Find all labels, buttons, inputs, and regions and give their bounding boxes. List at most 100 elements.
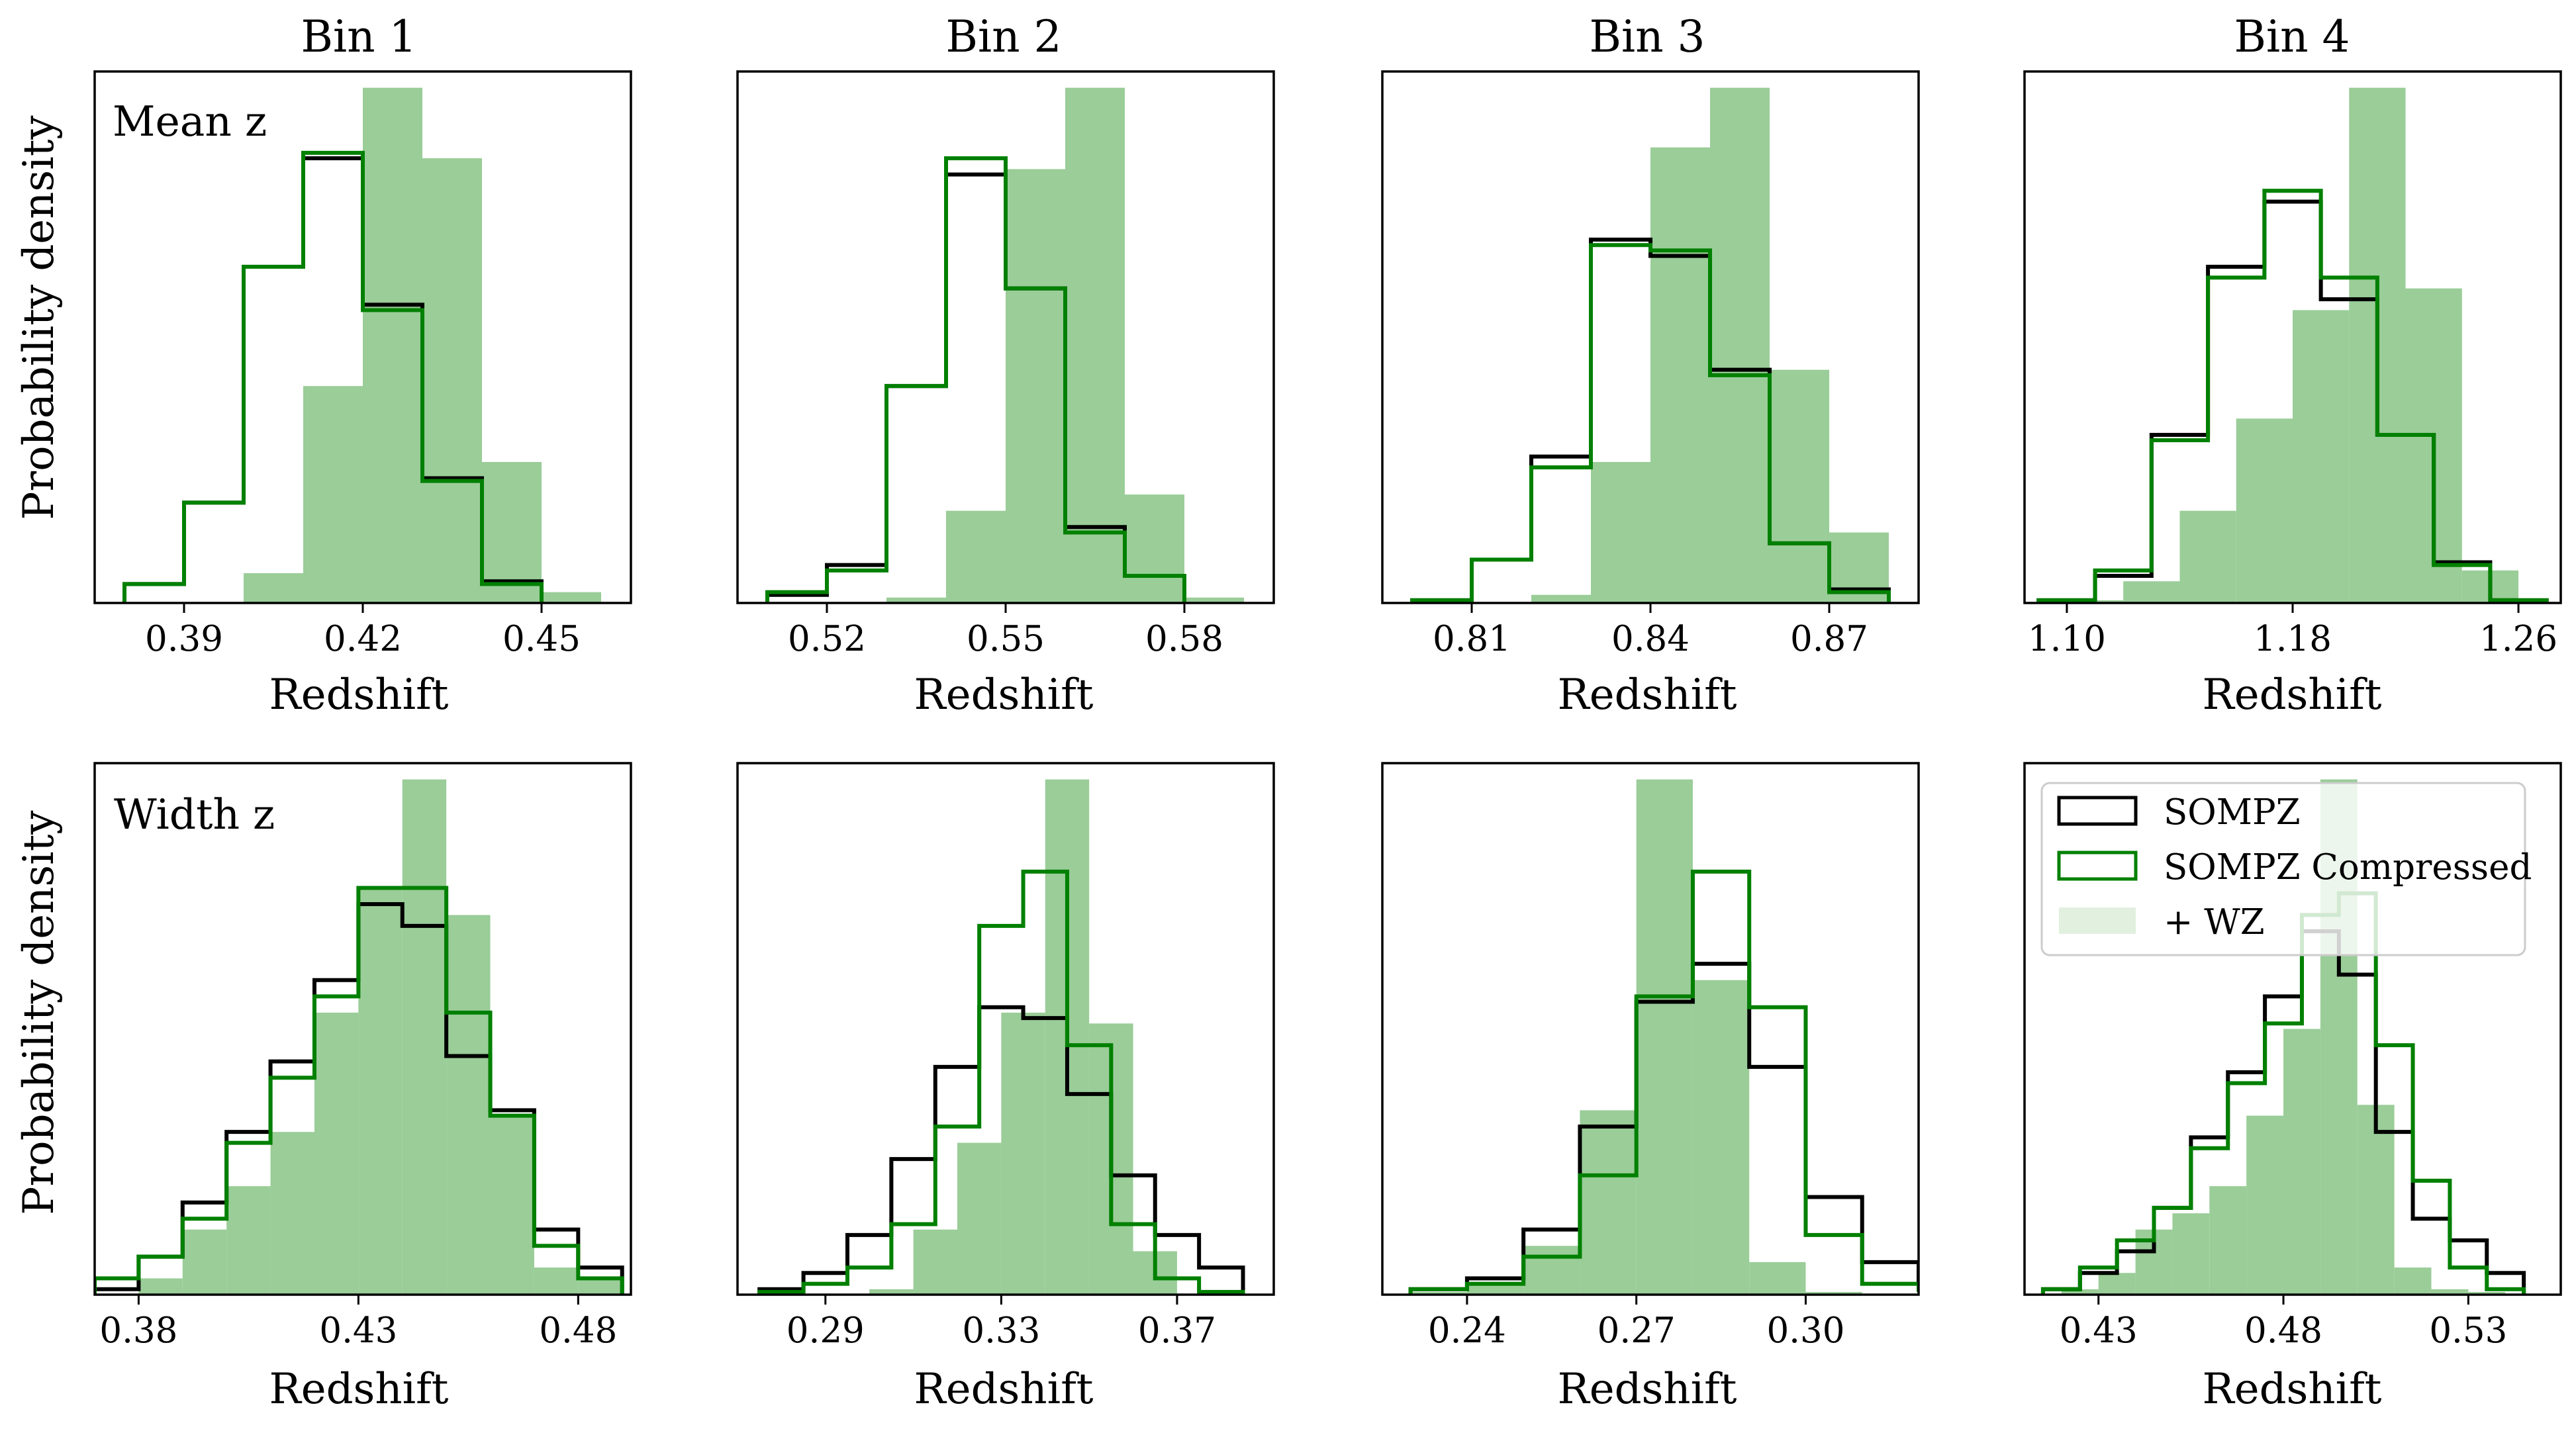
x-tick-label: 0.48: [539, 1311, 617, 1351]
wz-bar: [1184, 597, 1244, 603]
wz-bar: [182, 1229, 227, 1295]
wz-bar: [138, 1278, 183, 1295]
panel-data: [765, 87, 1244, 603]
x-tick-label: 0.55: [967, 619, 1045, 659]
sompz-compressed-step-line: [122, 150, 544, 603]
wz-bar: [1770, 369, 1829, 603]
xlabel-panel-2: Redshift: [914, 670, 1094, 719]
wz-bar: [2293, 310, 2350, 603]
wz-bar: [2179, 510, 2236, 603]
panel-data: [1408, 779, 1919, 1295]
wz-bar: [1065, 87, 1125, 603]
wz-bar: [913, 1229, 957, 1295]
wz-bar: [1523, 1246, 1580, 1295]
x-tick-label: 0.38: [99, 1311, 177, 1351]
x-tick-label: 0.29: [787, 1311, 865, 1351]
wz-bar: [270, 1132, 314, 1295]
x-tick-label: 0.30: [1766, 1311, 1844, 1351]
wz-bar: [2431, 1289, 2469, 1295]
legend-swatch-wz: [2059, 907, 2136, 934]
wz-bar: [2172, 1213, 2210, 1295]
legend-label-sompz-compressed: SOMPZ Compressed: [2164, 847, 2532, 888]
legend: SOMPZ SOMPZ Compressed + WZ: [2040, 782, 2532, 956]
xlabel-panel-7: Redshift: [1558, 1365, 1737, 1414]
wz-bar: [2468, 1291, 2506, 1295]
col-title-bin-4: Bin 4: [2234, 11, 2350, 62]
ylabel-row-1: Probability density: [15, 115, 64, 520]
legend-swatch-sompz: [2057, 796, 2138, 826]
sompz-compressed-step-line: [1410, 243, 1891, 603]
panel-bin-1-width: 0.38 0.43 0.48: [93, 762, 632, 1351]
panel-label-width-z: Width z: [114, 790, 275, 839]
sompz-step-line: [757, 1005, 1245, 1295]
wz-bar: [490, 1115, 534, 1295]
wz-bar: [226, 1186, 271, 1295]
x-tick-label: 0.37: [1138, 1311, 1216, 1351]
x-tick-label: 0.53: [2429, 1311, 2507, 1351]
wz-bar: [1805, 1291, 1862, 1295]
legend-frame: [2040, 782, 2526, 956]
wz-bar: [957, 1142, 1002, 1295]
wz-bar: [2123, 581, 2180, 603]
legend-label-wz: + WZ: [2164, 902, 2265, 943]
wz-bar: [358, 888, 403, 1295]
wz-bar: [1466, 1283, 1524, 1295]
x-tick-label: 0.81: [1433, 619, 1511, 659]
wz-bar: [1636, 779, 1693, 1295]
xlabel-panel-8: Redshift: [2203, 1365, 2382, 1414]
panel-data: [1410, 87, 1891, 603]
panel-bin-4-width: 0.43 0.48 0.53: [2023, 762, 2562, 1351]
wz-bar: [1580, 1110, 1637, 1295]
panel-label-mean-z: Mean z: [113, 97, 267, 146]
wz-bar: [534, 1268, 579, 1295]
panel-bin-4-mean: 1.10 1.18 1.26: [2023, 70, 2562, 659]
wz-bar: [1692, 980, 1750, 1295]
x-tick-label: 1.18: [2254, 619, 2332, 659]
wz-bar: [2394, 1268, 2432, 1295]
axes-frame: [1381, 762, 1920, 1296]
col-title-bin-2: Bin 2: [945, 11, 1061, 62]
wz-bar: [314, 1012, 359, 1295]
panel-bin-2-width: 0.29 0.33 0.37: [736, 762, 1275, 1351]
sompz-compressed-step-line: [765, 156, 1186, 603]
panel-bin-3-mean: 0.81 0.84 0.87: [1381, 70, 1920, 659]
wz-bar: [542, 592, 601, 603]
sompz-compressed-step-line: [757, 869, 1245, 1295]
panel-bin-1-mean: 0.39 0.42 0.45: [93, 70, 632, 659]
xlabel-panel-6: Redshift: [914, 1365, 1094, 1414]
xlabel-panel-5: Redshift: [269, 1365, 449, 1414]
wz-bar: [1001, 1012, 1045, 1295]
wz-bar: [2209, 1186, 2247, 1295]
panel-data: [122, 87, 601, 603]
xlabel-panel-4: Redshift: [2203, 670, 2382, 719]
panel-data: [2040, 779, 2526, 1295]
wz-bar: [2357, 1105, 2395, 1295]
wz-bar: [1006, 169, 1065, 603]
xlabel-panel-1: Redshift: [269, 670, 449, 719]
xlabel-panel-3: Redshift: [1558, 670, 1737, 719]
wz-bar: [244, 573, 303, 603]
x-tick-label: 0.27: [1598, 1311, 1676, 1351]
wz-bar: [2061, 1289, 2099, 1295]
legend-label-sompz: SOMPZ: [2164, 792, 2301, 833]
wz-bar: [886, 597, 946, 603]
wz-bar: [1410, 1291, 1467, 1295]
wz-bar: [869, 1289, 914, 1295]
sompz-step-line: [1408, 962, 1919, 1295]
wz-bar: [1710, 87, 1770, 603]
x-tick-label: 0.87: [1790, 619, 1868, 659]
x-tick-label: 0.84: [1611, 619, 1690, 659]
ylabel-row-2: Probability density: [15, 810, 64, 1215]
sompz-compressed-step-line: [95, 886, 624, 1295]
x-tick-label: 1.26: [2479, 619, 2557, 659]
panel-bin-3-width: 0.24 0.27 0.30: [1381, 762, 1920, 1351]
wz-bar: [578, 1278, 622, 1295]
wz-bar: [2246, 1115, 2284, 1295]
sompz-compressed-step-line: [2040, 891, 2526, 1295]
panel-bin-2-mean: 0.52 0.55 0.58: [736, 70, 1275, 659]
wz-bar: [2098, 1273, 2136, 1295]
sompz-step-line: [2036, 199, 2549, 603]
x-tick-label: 0.43: [319, 1311, 397, 1351]
col-title-bin-1: Bin 1: [301, 11, 416, 62]
